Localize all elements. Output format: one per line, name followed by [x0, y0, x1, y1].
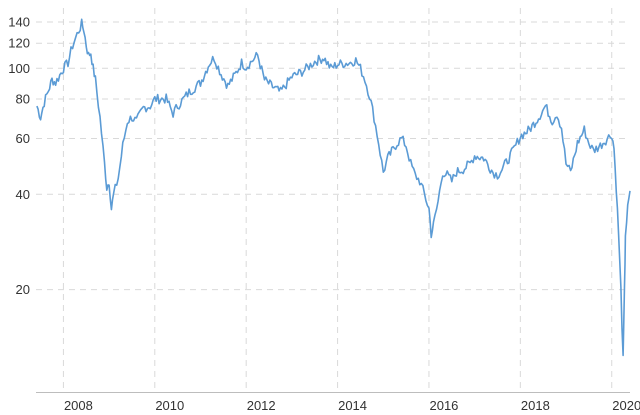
y-tick-label: 140	[8, 14, 30, 29]
y-tick-label: 60	[16, 131, 30, 146]
price-series-line	[36, 18, 631, 357]
x-tick-label: 2012	[247, 398, 276, 413]
gridlines	[36, 8, 630, 392]
x-tick-label: 2010	[155, 398, 184, 413]
series-layer	[36, 18, 631, 357]
x-tick-label: 2018	[521, 398, 550, 413]
y-tick-label: 120	[8, 36, 30, 51]
y-tick-label: 40	[16, 187, 30, 202]
x-tick-label: 2014	[338, 398, 367, 413]
tick-labels: 20 40 60 80 100 120 140 2008 2010 2012 2014 2016 201…	[8, 14, 640, 413]
x-tick-label: 2016	[429, 398, 458, 413]
y-tick-label: 100	[8, 61, 30, 76]
y-tick-label: 20	[16, 282, 30, 297]
x-tick-label: 2020	[612, 398, 640, 413]
x-tick-label: 2008	[64, 398, 93, 413]
y-tick-label: 80	[16, 91, 30, 106]
